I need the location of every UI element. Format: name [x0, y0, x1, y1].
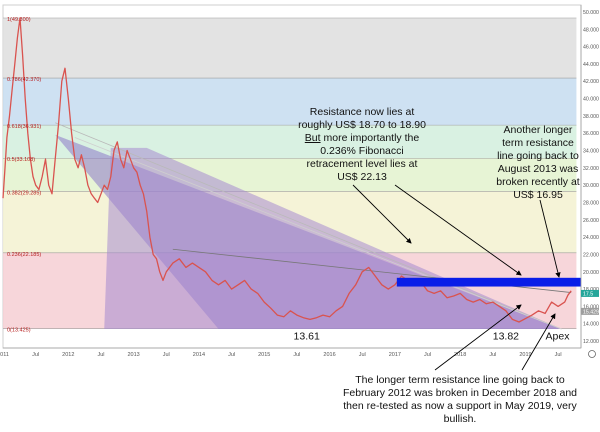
- x-tick-label: 2014: [193, 352, 205, 358]
- value-flag-label: 15.429: [583, 309, 599, 315]
- annotation-line: US$ 22.13: [337, 171, 387, 183]
- annotation-february-2012: The longer term resistance line going ba…: [340, 374, 580, 426]
- annotation-line: roughly US$ 18.70 to 18.90: [298, 119, 426, 131]
- x-tick-label: 2015: [258, 352, 270, 358]
- annotation-line: Another longer: [503, 124, 573, 136]
- y-tick-label: 30.000: [583, 183, 599, 189]
- annotation-resistance: Resistance now lies at roughly US$ 18.70…: [286, 106, 438, 184]
- x-tick-label: 2017: [389, 352, 401, 358]
- x-tick-label: 2011: [0, 352, 9, 358]
- y-tick-label: 20.000: [583, 270, 599, 276]
- annotation-arrows: [352, 184, 561, 371]
- y-tick-label: 24.000: [583, 235, 599, 241]
- price-line: [2, 17, 572, 323]
- fibonacci-level-labels: 1(49.300) 0.786(42.370) 0.618(36.931) 0.5(3…: [7, 17, 41, 334]
- annotation-arrow: [394, 184, 522, 276]
- annotation-august-2013: Another longer term resistance line goin…: [487, 124, 589, 202]
- annotation-line: 0.236% Fibonacci: [320, 145, 404, 157]
- fib-band: [3, 78, 577, 126]
- fib-level-label: 0(13.425): [7, 328, 31, 334]
- fib-band: [3, 17, 577, 79]
- y-tick-label: 48.000: [583, 27, 599, 33]
- annotation-arrow: [539, 199, 561, 278]
- x-tick-label: 2019: [519, 352, 531, 358]
- y-tick-label: 46.000: [583, 45, 599, 51]
- price-label: 13.82: [493, 330, 519, 342]
- value-flag: [581, 289, 599, 297]
- annotation-line: February 2012 was broken in December 201…: [342, 387, 578, 399]
- annotation-line: retracement level lies at: [306, 158, 418, 170]
- y-tick-label: 50.000: [583, 10, 599, 16]
- price-labels: 13.61 13.82 Apex: [294, 330, 571, 342]
- y-tick-label: 36.000: [583, 131, 599, 137]
- annotation-arrow: [352, 184, 412, 244]
- resistance-band: [396, 277, 581, 287]
- annotation-line: term resistance: [502, 137, 574, 149]
- x-tick-label: Jul: [424, 352, 431, 358]
- y-tick-label: 22.000: [583, 252, 599, 258]
- annotation-arrow: [521, 313, 556, 371]
- x-tick-label: Jul: [97, 352, 104, 358]
- annotation-line: line going back to: [497, 150, 579, 162]
- annotation-line-underlined: But more importantly the: [286, 132, 438, 145]
- price-series: [2, 17, 572, 323]
- x-tick-label: Jul: [163, 352, 170, 358]
- y-tick-label: 34.000: [583, 149, 599, 155]
- y-tick-label: 38.000: [583, 114, 599, 120]
- y-tick-label: 14.000: [583, 322, 599, 328]
- x-tick-label: Jul: [555, 352, 562, 358]
- annotation-line: US$ 16.95: [513, 189, 563, 201]
- x-tick-label: 2018: [454, 352, 466, 358]
- fib-level-label: 0.382(29.285): [7, 190, 41, 196]
- trend-line: [55, 122, 562, 330]
- x-tick-label: Jul: [293, 352, 300, 358]
- annotation-line: then re-tested as now a support in May 2…: [343, 400, 577, 412]
- annotation-line-rest: more importantly the: [320, 132, 420, 144]
- x-tick-label: Jul: [359, 352, 366, 358]
- x-tick-label: 2013: [127, 352, 139, 358]
- price-label: 13.61: [294, 330, 320, 342]
- resistance-band-bar: [396, 277, 581, 287]
- annotation-line: August 2013 was: [497, 163, 579, 175]
- y-axis: 12.00014.00016.00018.00020.00022.00024.0…: [580, 5, 599, 358]
- underlined-word: But: [304, 132, 321, 144]
- x-tick-label: Jul: [32, 352, 39, 358]
- value-flag: [581, 307, 599, 315]
- annotation-line: broken recently at: [496, 176, 580, 188]
- fib-level-label: 0.5(33.108): [7, 157, 35, 163]
- price-label: Apex: [546, 330, 571, 342]
- x-tick-label: 2012: [62, 352, 74, 358]
- annotation-arrow: [434, 304, 522, 371]
- fib-level-label: 0.618(36.931): [7, 124, 41, 130]
- annotation-line: Resistance now lies at: [309, 106, 415, 118]
- y-tick-label: 44.000: [583, 62, 599, 68]
- y-tick-label: 32.000: [583, 166, 599, 172]
- y-tick-label: 40.000: [583, 97, 599, 103]
- x-axis: 2011 Jul 2012 Jul 2013 Jul 2014 Jul 2015 Jul 2016 J…: [0, 347, 581, 358]
- y-tick-label: 12.000: [583, 339, 599, 345]
- x-tick-label: Jul: [489, 352, 496, 358]
- y-tick-label: 16.000: [583, 304, 599, 310]
- annotation-line: bullish.: [443, 413, 477, 425]
- x-tick-label: 2016: [323, 352, 335, 358]
- settings-icon: [588, 350, 596, 358]
- annotation-line: The longer term resistance line going ba…: [355, 374, 565, 386]
- fib-level-label: 0.236(22.185): [7, 252, 41, 258]
- x-tick-label: Jul: [228, 352, 235, 358]
- fib-level-label: 1(49.300): [7, 17, 31, 23]
- fib-level-label: 0.786(42.370): [7, 77, 41, 83]
- y-tick-label: 26.000: [583, 218, 599, 224]
- value-flag-label: 17.5: [583, 291, 593, 297]
- trend-line: [74, 137, 562, 330]
- y-tick-label: 42.000: [583, 79, 599, 85]
- y-tick-label: 28.000: [583, 200, 599, 206]
